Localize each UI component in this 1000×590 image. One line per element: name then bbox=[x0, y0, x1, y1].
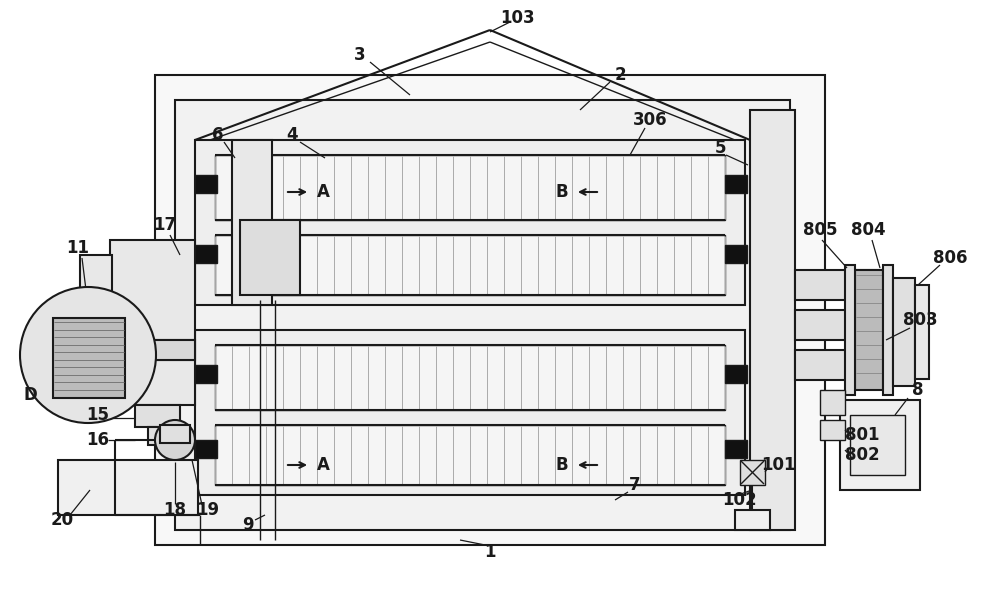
Text: 19: 19 bbox=[196, 501, 220, 519]
Bar bbox=[148, 427, 178, 445]
Bar bbox=[195, 330, 745, 495]
Text: 306: 306 bbox=[633, 111, 667, 129]
Bar bbox=[725, 440, 747, 458]
Bar bbox=[215, 155, 725, 220]
Text: 7: 7 bbox=[629, 476, 641, 494]
Text: 803: 803 bbox=[903, 311, 937, 329]
Bar bbox=[125, 340, 195, 360]
Text: A: A bbox=[317, 456, 329, 474]
Text: 804: 804 bbox=[851, 221, 885, 239]
Text: 805: 805 bbox=[803, 221, 837, 239]
Text: 806: 806 bbox=[933, 249, 967, 267]
Text: B: B bbox=[556, 456, 568, 474]
Bar bbox=[110, 240, 195, 405]
Text: 5: 5 bbox=[714, 139, 726, 157]
Text: 18: 18 bbox=[164, 501, 186, 519]
Bar bbox=[883, 265, 893, 395]
Bar bbox=[232, 140, 272, 305]
Bar bbox=[750, 110, 795, 530]
Bar bbox=[155, 75, 825, 545]
Bar bbox=[820, 420, 845, 440]
Bar bbox=[135, 405, 180, 427]
Bar bbox=[160, 425, 190, 443]
Bar bbox=[215, 345, 725, 410]
Bar bbox=[725, 365, 747, 383]
Text: 101: 101 bbox=[761, 456, 795, 474]
Text: 15: 15 bbox=[87, 406, 110, 424]
Bar bbox=[195, 175, 217, 193]
Text: 20: 20 bbox=[50, 511, 74, 529]
Bar bbox=[915, 285, 929, 379]
Bar bbox=[725, 245, 747, 263]
Bar bbox=[215, 425, 725, 485]
Text: 102: 102 bbox=[723, 491, 757, 509]
Bar bbox=[195, 440, 217, 458]
Bar bbox=[215, 235, 725, 295]
Text: 802: 802 bbox=[845, 446, 879, 464]
Bar bbox=[80, 255, 112, 385]
Text: 9: 9 bbox=[242, 516, 254, 534]
Bar bbox=[795, 350, 885, 380]
Text: 11: 11 bbox=[66, 239, 90, 257]
Text: A: A bbox=[317, 183, 329, 201]
Text: 8: 8 bbox=[912, 381, 924, 399]
Circle shape bbox=[155, 420, 195, 460]
Text: D: D bbox=[23, 386, 37, 404]
Bar bbox=[840, 400, 920, 490]
Bar bbox=[53, 318, 125, 398]
Bar bbox=[820, 390, 845, 415]
Text: 16: 16 bbox=[87, 431, 110, 449]
Bar bbox=[240, 220, 300, 295]
Bar bbox=[175, 100, 790, 530]
Text: 4: 4 bbox=[286, 126, 298, 144]
Bar bbox=[740, 460, 765, 485]
Bar bbox=[195, 140, 745, 305]
Text: 103: 103 bbox=[501, 9, 535, 27]
Text: 17: 17 bbox=[153, 216, 177, 234]
Text: 3: 3 bbox=[354, 46, 366, 64]
Text: 801: 801 bbox=[845, 426, 879, 444]
Bar bbox=[58, 460, 198, 515]
Bar bbox=[725, 175, 747, 193]
Bar bbox=[195, 245, 217, 263]
Bar bbox=[735, 510, 770, 530]
Bar bbox=[850, 415, 905, 475]
Bar bbox=[195, 365, 217, 383]
Text: B: B bbox=[556, 183, 568, 201]
Bar bbox=[845, 265, 855, 395]
Bar bbox=[855, 270, 883, 390]
Bar bbox=[795, 310, 885, 340]
Text: 2: 2 bbox=[614, 66, 626, 84]
Bar bbox=[893, 278, 915, 386]
Bar bbox=[795, 270, 885, 300]
Text: 6: 6 bbox=[212, 126, 224, 144]
Text: 1: 1 bbox=[484, 543, 496, 561]
Circle shape bbox=[20, 287, 156, 423]
